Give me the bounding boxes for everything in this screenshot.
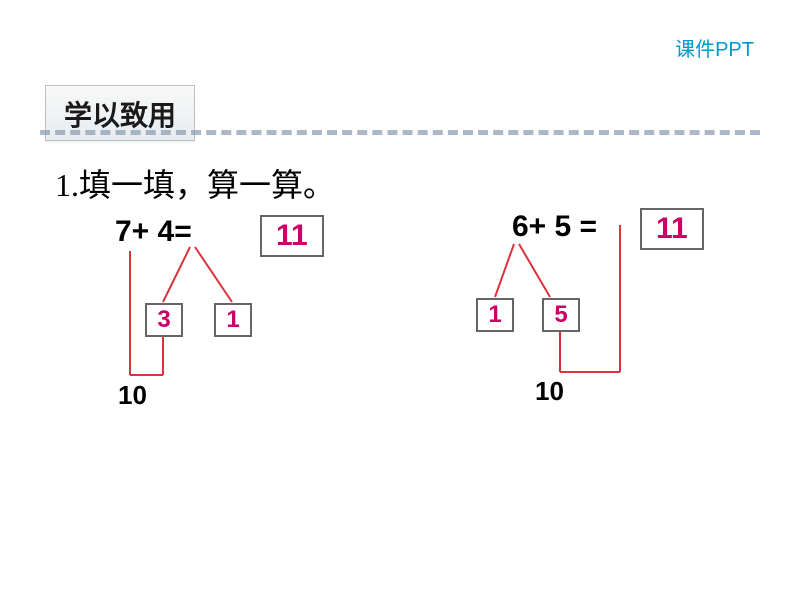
instruction-text: 1.填一填，算一算。 <box>55 160 335 206</box>
expression-right: 6+ 5 = <box>512 210 597 244</box>
problem-right: 6+ 5 = 11 1 5 10 <box>480 210 740 410</box>
split-box-left-b: 1 <box>214 303 252 337</box>
split-box-left-a: 3 <box>145 303 183 337</box>
ten-label-right: 10 <box>535 376 564 407</box>
diagram-line <box>163 247 190 302</box>
title-underline-dashes <box>40 130 760 135</box>
diagram-line <box>519 244 550 297</box>
expression-left: 7+ 4= <box>115 215 192 249</box>
title-text: 学以致用 <box>64 101 176 132</box>
split-box-right-a: 1 <box>476 298 514 332</box>
split-box-right-b: 5 <box>542 298 580 332</box>
diagram-line <box>195 247 232 302</box>
watermark-label: 课件PPT <box>675 33 754 62</box>
problem-left: 7+ 4= 11 3 1 10 <box>100 215 360 415</box>
answer-box-left: 11 <box>260 215 324 257</box>
diagram-line <box>495 244 514 297</box>
answer-box-right: 11 <box>640 208 704 250</box>
ten-label-left: 10 <box>118 380 147 411</box>
